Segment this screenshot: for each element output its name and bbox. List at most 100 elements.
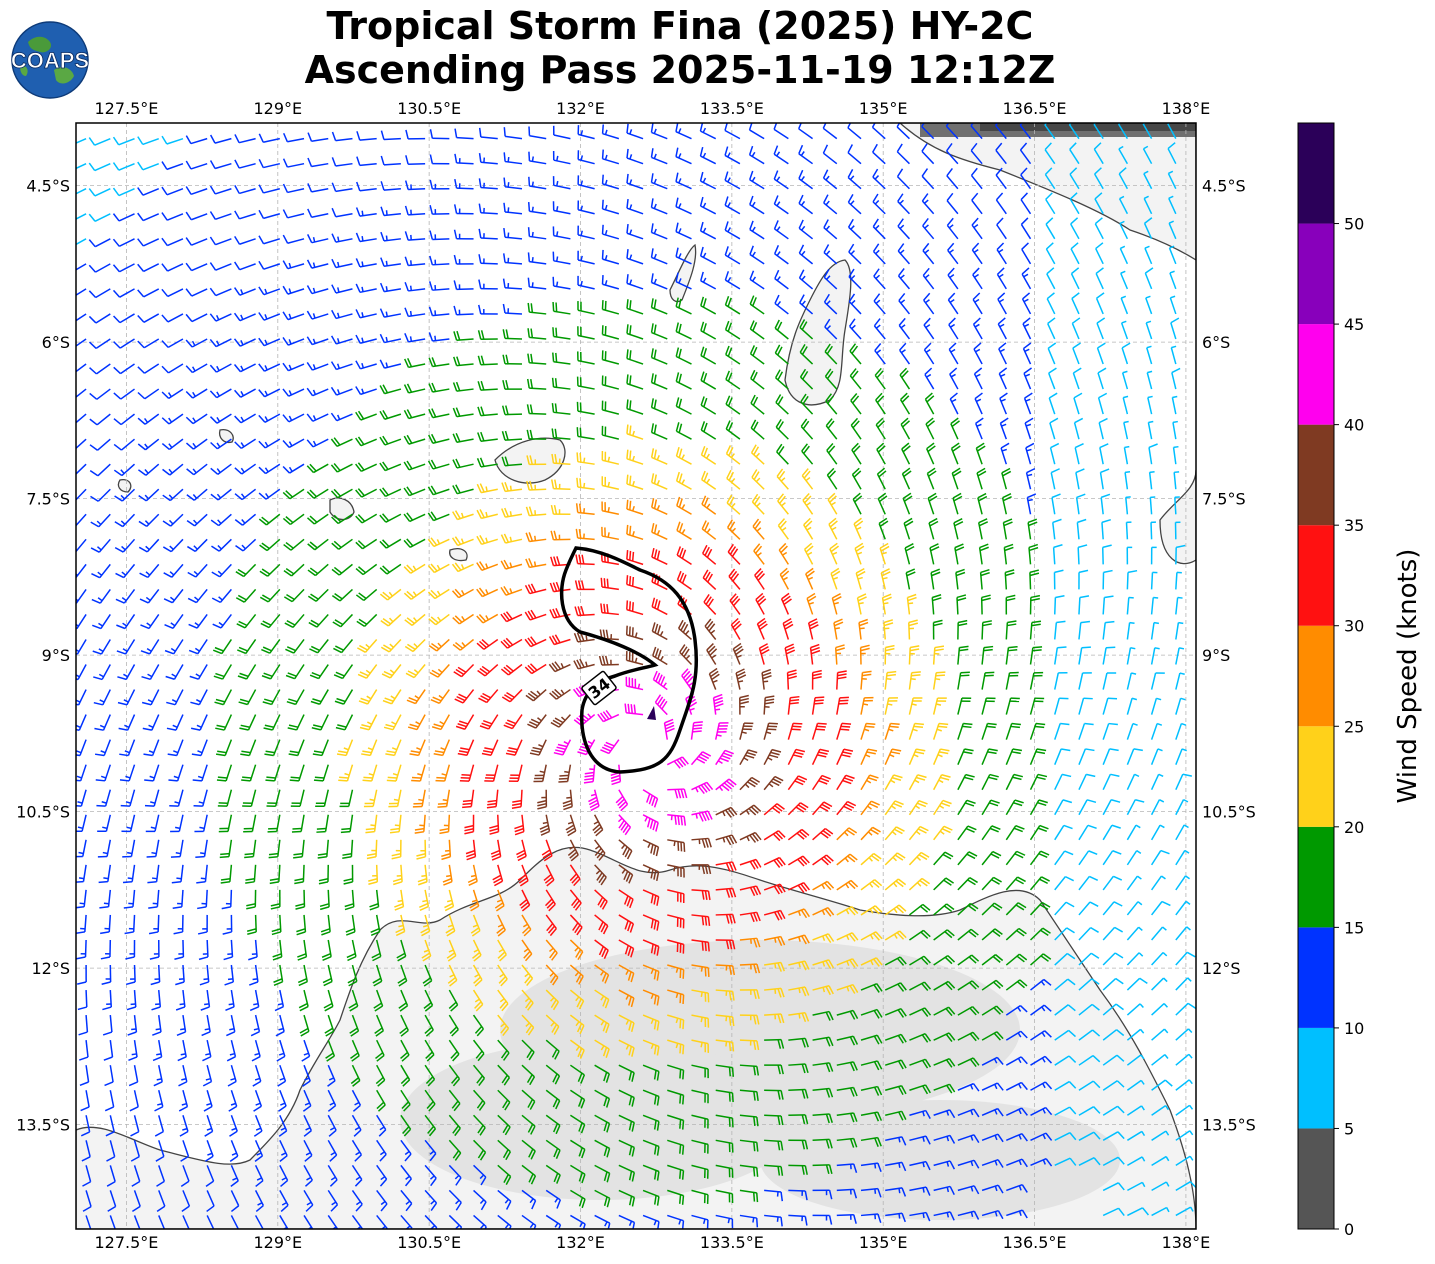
- wind-barb: [404, 231, 426, 241]
- wind-barb: [115, 563, 136, 579]
- wind-barb: [726, 519, 741, 540]
- wind-barb: [601, 375, 620, 390]
- wind-barb: [76, 388, 87, 398]
- wind-barb: [138, 488, 160, 502]
- wind-barb: [1123, 445, 1130, 465]
- wind-barb: [210, 513, 232, 527]
- wind-barb: [996, 217, 1007, 240]
- wind-barb: [478, 228, 498, 240]
- wind-barb: [601, 350, 620, 365]
- wind-barb: [161, 237, 184, 247]
- tanimbar-island: [784, 259, 852, 406]
- wind-barb: [209, 313, 232, 322]
- wind-barb: [137, 288, 160, 298]
- wind-barb: [1118, 145, 1129, 165]
- wind-barb: [899, 392, 911, 415]
- wind-barb: [601, 400, 620, 415]
- wind-barb: [725, 370, 741, 390]
- wind-barb: [847, 144, 862, 165]
- wind-barb: [650, 198, 668, 215]
- wind-barb: [970, 123, 983, 140]
- wind-barb: [927, 492, 938, 515]
- wind-barb: [803, 517, 814, 540]
- wind-barb: [76, 438, 87, 450]
- title-line-1: Tropical Storm Fina (2025) HY-2C: [326, 4, 1034, 48]
- wind-barb: [902, 492, 913, 515]
- wind-barb: [1070, 242, 1080, 265]
- wind-barb: [751, 493, 765, 515]
- wind-barb: [848, 268, 862, 290]
- wind-barb: [876, 467, 887, 490]
- wind-barb: [476, 509, 498, 520]
- wind-barb: [403, 460, 426, 471]
- wind-barb: [803, 542, 814, 565]
- lon-tick-label-bottom: 133.5°E: [700, 1233, 764, 1252]
- wind-barb: [162, 513, 184, 527]
- wind-barb: [552, 226, 571, 240]
- wind-barb: [577, 200, 595, 215]
- wind-barb: [1120, 320, 1129, 340]
- wind-barb: [626, 424, 644, 440]
- wind-barb: [478, 279, 498, 290]
- colorbar-segment: [1298, 1128, 1334, 1229]
- wind-barb: [211, 563, 232, 578]
- lon-tick-label-bottom: 130.5°E: [397, 1233, 461, 1252]
- wind-barb: [626, 274, 644, 290]
- wind-barb: [91, 563, 111, 579]
- wind-barb: [975, 442, 986, 465]
- wind-barb: [331, 233, 353, 243]
- wind-barb: [1125, 521, 1132, 540]
- wind-barb: [774, 294, 789, 315]
- colorbar-tick-label: 40: [1344, 416, 1364, 435]
- wind-barb: [1169, 270, 1177, 290]
- wind-barb: [1026, 493, 1037, 515]
- wind-barb: [897, 268, 911, 290]
- wind-barb: [1052, 544, 1063, 565]
- lat-tick-label-right: 13.5°S: [1202, 1116, 1256, 1135]
- wind-barb: [675, 222, 692, 240]
- wind-barb: [161, 413, 184, 425]
- wind-barb: [428, 281, 450, 291]
- wind-barb: [551, 453, 571, 465]
- colorbar-tick-label: 5: [1344, 1119, 1354, 1138]
- latitude-ticks-right: 4.5°S 6°S 7.5°S 9°S 10.5°S 12°S 13.5°S: [1202, 177, 1256, 1135]
- wind-barb: [76, 188, 87, 195]
- wind-barb: [1096, 342, 1106, 365]
- yamdena-island: [669, 243, 697, 303]
- wind-barb: [355, 232, 377, 243]
- wind-barb: [528, 176, 547, 190]
- wind-barb: [601, 526, 619, 541]
- wind-barb: [1171, 395, 1178, 415]
- wind-barb: [526, 404, 547, 415]
- wind-barb: [724, 246, 741, 265]
- lat-tick-label-left: 9°S: [42, 646, 70, 665]
- wind-barb: [139, 563, 160, 579]
- wind-barb: [429, 129, 450, 140]
- wind-barb: [1125, 496, 1131, 515]
- wind-barb: [161, 363, 184, 374]
- wind-barb: [234, 184, 256, 195]
- wind-barb: [209, 236, 232, 246]
- longitude-ticks-bottom: 127.5°E 129°E 130.5°E 132°E 133.5°E 135°E 136.…: [94, 1233, 1210, 1252]
- wind-barb: [1093, 142, 1104, 165]
- wind-barb: [1021, 267, 1032, 290]
- wind-barb: [850, 417, 862, 440]
- new-guinea-land: [899, 123, 1196, 261]
- wind-barb: [575, 503, 595, 516]
- wind-barb: [282, 158, 305, 168]
- wind-barb: [1146, 370, 1153, 390]
- wind-barb: [379, 384, 402, 395]
- wind-barb: [526, 480, 547, 491]
- wind-barb: [477, 406, 498, 417]
- wind-barb: [878, 517, 889, 540]
- wind-barb: [138, 538, 160, 553]
- wind-barb: [1144, 245, 1153, 265]
- wind-barb: [798, 194, 814, 215]
- wind-barb: [575, 554, 595, 566]
- wind-barb: [283, 563, 305, 577]
- wind-barb: [88, 162, 111, 172]
- wind-barb: [379, 308, 402, 318]
- wind-barb: [802, 492, 814, 515]
- wind-barb: [995, 142, 1007, 165]
- wind-barb: [750, 419, 765, 440]
